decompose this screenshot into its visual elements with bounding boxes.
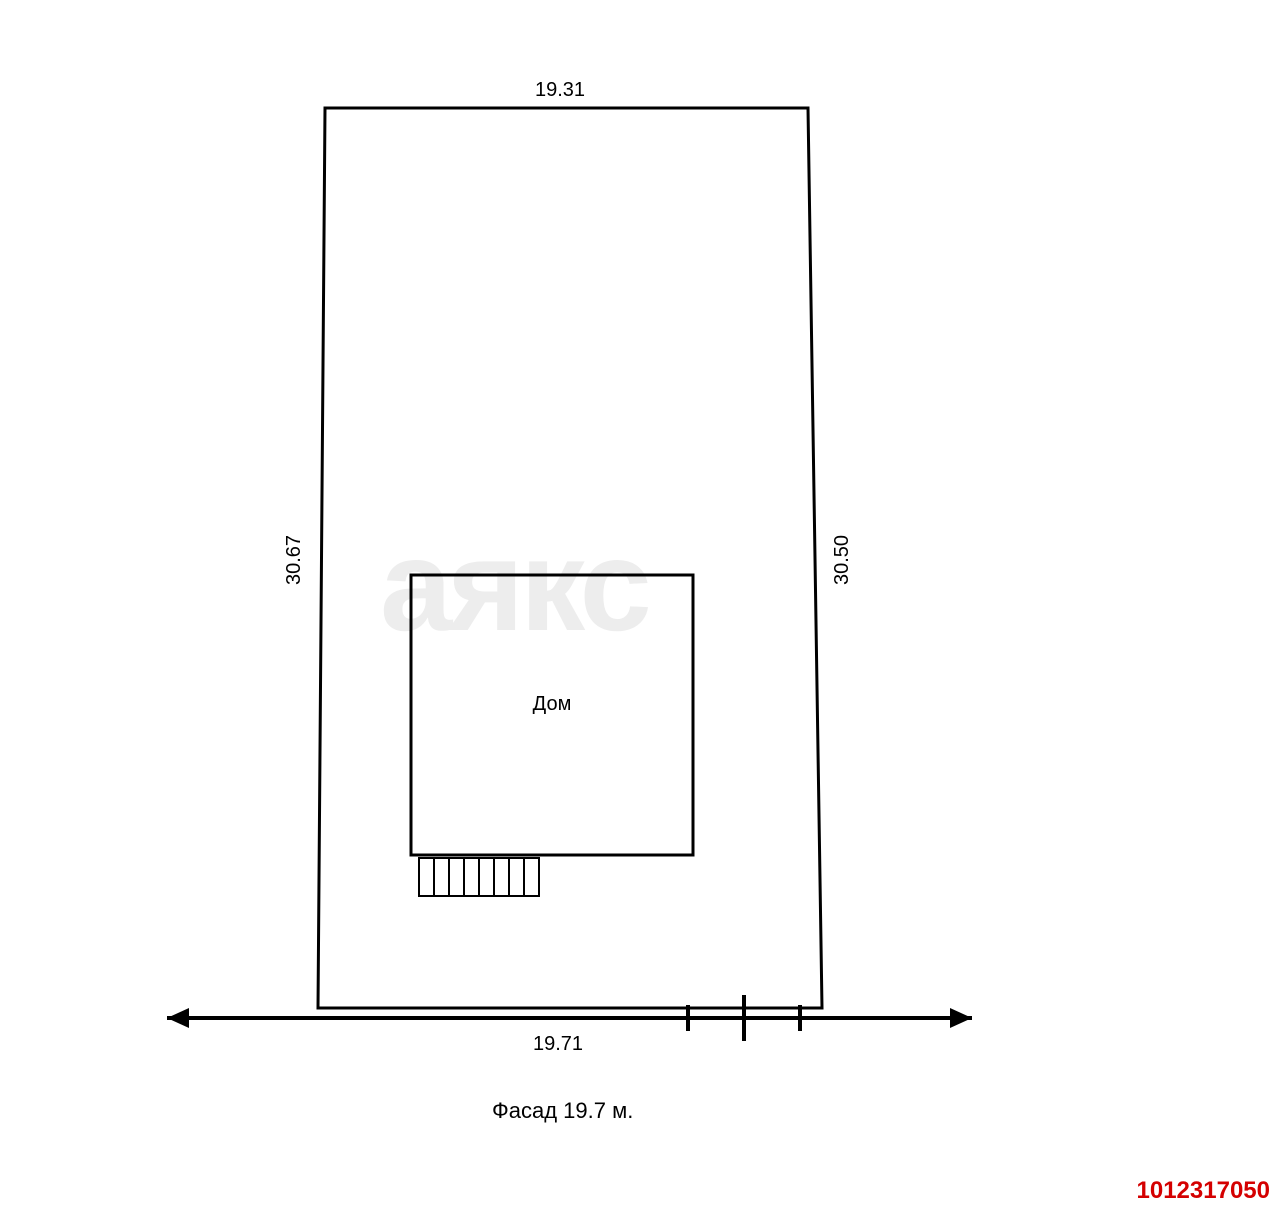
dimension-bottom: 19.71 — [533, 1033, 583, 1055]
street-arrow — [167, 1008, 972, 1028]
house-label: Дом — [533, 693, 572, 715]
listing-id: 1012317050 — [1137, 1177, 1270, 1205]
dimension-right: 30.50 — [831, 535, 853, 585]
facade-label: Фасад 19.7 м. — [492, 1098, 633, 1123]
dimension-top: 19.31 — [535, 79, 585, 101]
stairs — [419, 858, 539, 896]
listing-id-text: 1012317050 — [1137, 1177, 1270, 1204]
watermark-text: аякс — [380, 512, 649, 658]
site-plan-svg: аякс Дом 19.31 19.71 30.67 30.50 Фасад 1… — [0, 0, 1280, 1213]
dimension-left: 30.67 — [283, 535, 305, 585]
